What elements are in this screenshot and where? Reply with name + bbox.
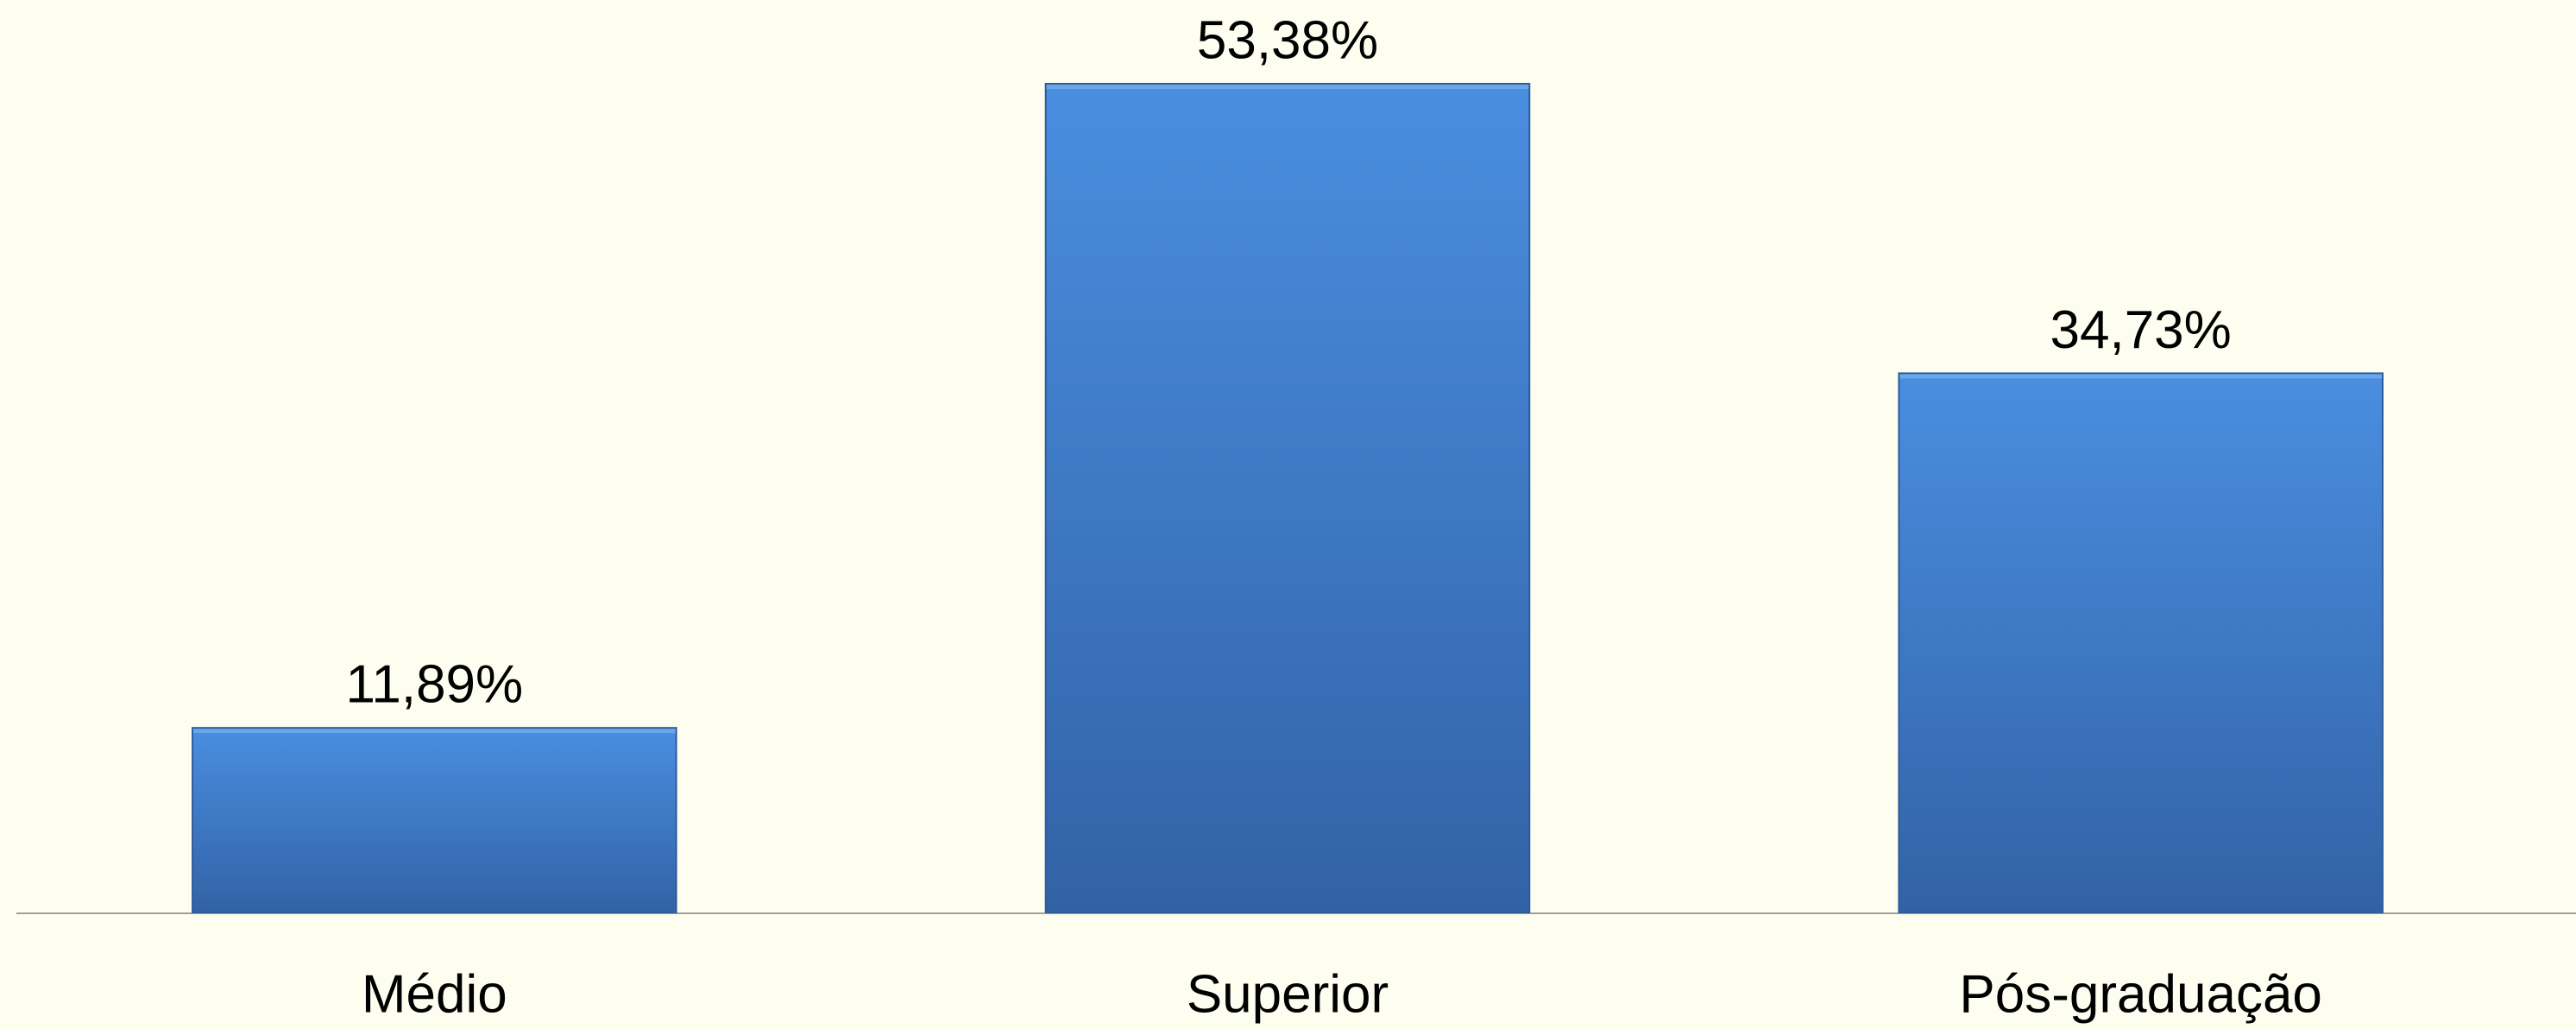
x-tick-label: Superior [1187, 964, 1389, 1024]
x-tick-label: Médio [362, 964, 507, 1024]
bar [1044, 83, 1531, 913]
bar [1898, 372, 2384, 914]
value-label: 53,38% [1197, 10, 1378, 70]
bar-highlight [1046, 85, 1529, 89]
value-label: 11,89% [345, 655, 523, 715]
bar-highlight [193, 729, 676, 734]
bar-highlight [1899, 374, 2382, 379]
x-tick-label: Pós-graduação [1959, 964, 2322, 1024]
bar [192, 727, 677, 914]
value-label: 34,73% [2050, 300, 2232, 360]
